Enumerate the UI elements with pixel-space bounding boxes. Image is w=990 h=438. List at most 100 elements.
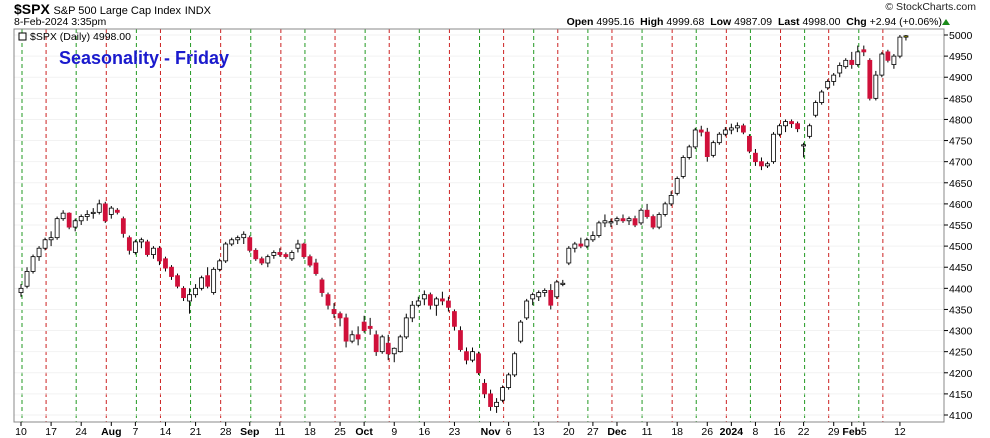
y-tick-label: 4900 — [949, 72, 973, 84]
candle-body — [169, 266, 174, 277]
x-tick-label: 17 — [45, 426, 57, 438]
x-tick-label: 29 — [828, 426, 840, 438]
candle-body — [193, 287, 198, 296]
x-tick-label: Dec — [607, 426, 626, 438]
candle-body — [433, 298, 439, 306]
candle-body — [427, 294, 433, 306]
candle — [554, 279, 560, 299]
candle-body — [680, 157, 686, 177]
x-tick-label: Nov — [481, 426, 501, 438]
candle — [337, 311, 343, 327]
candle — [391, 347, 397, 363]
candle — [120, 216, 126, 238]
candle-body — [211, 268, 217, 293]
candle-body — [530, 294, 536, 300]
candle-body — [126, 237, 132, 251]
candle — [193, 284, 198, 298]
candle — [897, 35, 903, 59]
candle-body — [271, 252, 277, 256]
candle-body — [855, 51, 861, 65]
candle — [879, 51, 885, 78]
candle — [307, 254, 313, 268]
candle-body — [120, 218, 126, 234]
candle-body — [385, 342, 391, 355]
candle — [837, 62, 843, 78]
y-tick-label: 4400 — [949, 283, 973, 295]
candle-body — [644, 209, 650, 217]
exchange-label: INDX — [184, 5, 211, 17]
legend-swatch — [18, 32, 27, 41]
open-value: 4995.16 — [596, 16, 635, 28]
y-tick-label: 4300 — [949, 326, 973, 338]
candle — [789, 119, 794, 128]
candle — [409, 301, 415, 323]
candle — [72, 218, 78, 232]
candle-body — [542, 290, 548, 293]
candle-body — [145, 241, 150, 255]
candle-body — [614, 218, 620, 222]
candle-body — [289, 252, 295, 260]
chg-label: Chg — [846, 16, 867, 28]
candle — [211, 267, 217, 295]
candle — [163, 256, 168, 272]
candle — [524, 298, 530, 320]
candle-body — [367, 325, 373, 329]
candle — [656, 212, 662, 230]
candle — [548, 284, 554, 310]
candle-body — [650, 216, 656, 228]
candle — [379, 334, 385, 354]
candle — [813, 100, 819, 118]
x-tick-label: 21 — [190, 426, 202, 438]
candle-body — [602, 220, 608, 224]
symbol: $SPX — [14, 1, 50, 17]
candle — [704, 127, 710, 162]
candle-body — [277, 252, 283, 255]
candle-body — [692, 129, 698, 148]
candle — [157, 246, 162, 266]
candle-body — [301, 243, 307, 258]
candle — [361, 315, 367, 333]
candle-body — [307, 256, 313, 266]
candle-body — [138, 239, 144, 243]
y-tick-label: 4750 — [949, 136, 973, 148]
candle-body — [524, 300, 530, 319]
candle-body — [819, 91, 825, 103]
candle-body — [777, 125, 782, 135]
candle — [132, 239, 138, 255]
x-axis: 10 17 24 Aug 7 14 21 28 Sep 11 18 25 Oct 9 16 23 Nov 6 13 2… — [15, 422, 906, 438]
y-tick-label: 4800 — [949, 114, 973, 126]
candle — [602, 214, 608, 228]
candle — [614, 216, 620, 225]
candle — [831, 73, 837, 86]
candle-body — [470, 351, 475, 361]
x-tick-label: Feb — [842, 426, 861, 438]
candle — [903, 35, 909, 41]
x-tick-label: 8 — [753, 426, 759, 438]
y-tick-label: 4650 — [949, 178, 973, 190]
candle-body — [355, 334, 361, 340]
candle — [795, 121, 800, 133]
candle — [181, 286, 186, 301]
open-label: Open — [566, 16, 594, 28]
x-tick-label: 5 — [861, 426, 867, 438]
candle-body — [506, 374, 512, 388]
candle — [421, 290, 427, 306]
candle-body — [78, 216, 84, 222]
candle-body — [391, 347, 397, 355]
candle-body — [235, 237, 241, 241]
candle — [650, 214, 656, 230]
candle-body — [620, 218, 626, 222]
candle-body — [403, 317, 409, 338]
candle — [96, 199, 102, 215]
candle-body — [48, 237, 54, 241]
candle-body — [548, 290, 554, 306]
candle-body — [458, 330, 463, 350]
candle — [403, 313, 409, 339]
candle-body — [409, 304, 415, 319]
y-tick-label: 4500 — [949, 241, 973, 253]
candle-body — [626, 218, 632, 222]
up-arrow-icon — [942, 19, 950, 25]
candle-body — [132, 241, 138, 253]
candle — [578, 237, 584, 249]
